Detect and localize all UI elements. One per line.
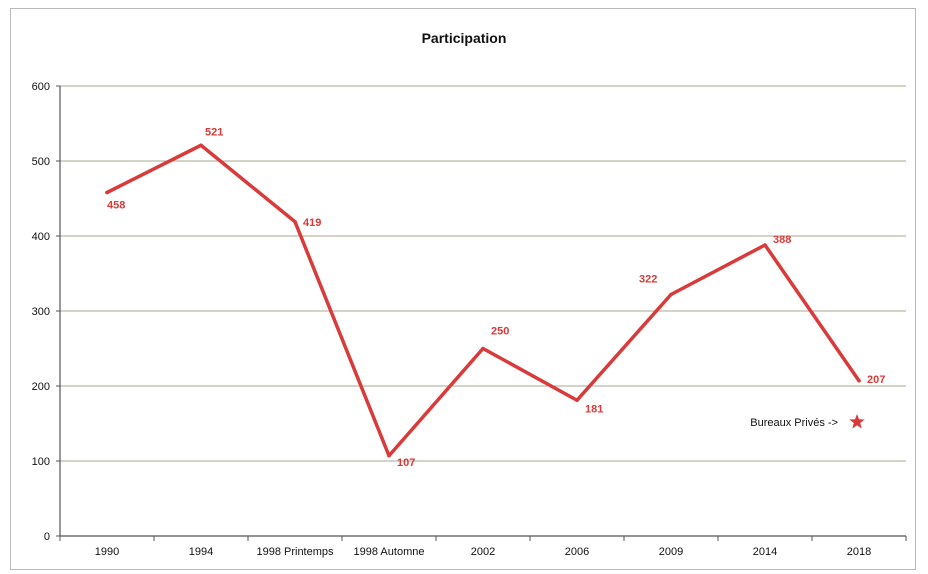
data-label: 458 — [107, 200, 125, 212]
y-tick-label: 400 — [32, 231, 50, 243]
x-tick-label: 2002 — [471, 546, 495, 558]
series — [105, 143, 861, 458]
chart-frame — [10, 8, 916, 570]
data-point — [199, 143, 203, 148]
data-point — [763, 243, 767, 247]
annotation: Bureaux Privés -> — [750, 414, 865, 429]
x-tick-label: 1998 Automne — [354, 546, 425, 558]
y-tick-label: 0 — [44, 531, 50, 543]
x-tick-label: 1998 Printemps — [256, 546, 334, 558]
data-point — [575, 398, 579, 403]
x-tick-label: 2006 — [565, 546, 589, 558]
x-tick-label: 2009 — [659, 546, 683, 558]
series-line — [105, 143, 861, 458]
data-point — [669, 292, 673, 297]
x-tick-label: 2014 — [753, 546, 777, 558]
axes: 0 100 200 300 400 500 600 1990 1994 1998 Printemp… — [32, 81, 907, 558]
data-label: 388 — [773, 234, 791, 246]
y-tick-label: 600 — [32, 81, 50, 93]
annotation-label: Bureaux Privés -> — [750, 417, 838, 429]
x-tick-label: 1990 — [95, 546, 119, 558]
data-labels: 458 521 419 107 250 181 322 388 207 — [107, 126, 885, 469]
y-tick-label: 500 — [32, 156, 50, 168]
x-tick-label: 2018 — [847, 546, 871, 558]
data-label: 207 — [867, 374, 885, 386]
data-point — [105, 190, 109, 195]
data-point — [481, 346, 485, 351]
x-tick-label: 1994 — [189, 546, 213, 558]
data-label: 250 — [491, 326, 509, 338]
data-point — [857, 378, 861, 383]
data-label: 107 — [397, 457, 415, 469]
data-point — [387, 453, 391, 458]
chart-title: Participation — [421, 30, 507, 46]
y-tick-label: 300 — [32, 306, 50, 318]
data-label: 181 — [585, 403, 603, 415]
star-icon — [849, 414, 865, 429]
data-point — [293, 219, 297, 224]
data-label: 419 — [303, 217, 321, 229]
gridlines — [60, 85, 906, 537]
data-label: 521 — [205, 126, 223, 138]
data-label: 322 — [639, 274, 657, 286]
y-tick-label: 100 — [32, 456, 50, 468]
y-tick-label: 200 — [32, 381, 50, 393]
